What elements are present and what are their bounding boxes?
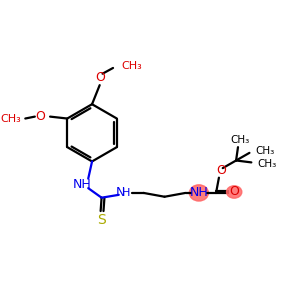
Text: NH: NH — [190, 186, 208, 200]
Text: CH₃: CH₃ — [1, 113, 22, 124]
Text: O: O — [229, 185, 239, 199]
Text: O: O — [36, 110, 46, 123]
Ellipse shape — [189, 185, 208, 201]
Text: S: S — [97, 213, 106, 226]
Text: CH₃: CH₃ — [122, 61, 142, 71]
Text: O: O — [216, 164, 226, 178]
Text: CH₃: CH₃ — [257, 159, 276, 169]
Text: H: H — [122, 188, 130, 198]
Text: N: N — [116, 186, 125, 200]
Text: CH₃: CH₃ — [255, 146, 274, 156]
Text: NH: NH — [73, 178, 92, 191]
Text: CH₃: CH₃ — [230, 134, 250, 145]
Text: O: O — [96, 71, 106, 84]
Ellipse shape — [226, 186, 242, 198]
